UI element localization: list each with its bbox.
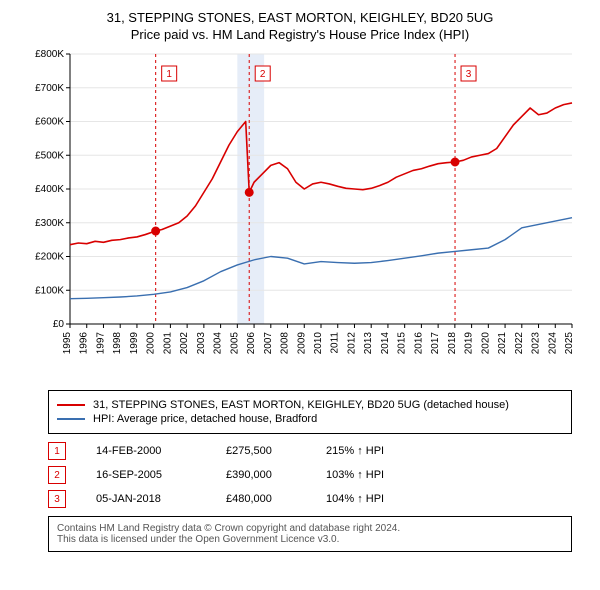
svg-text:2025: 2025: [564, 332, 575, 355]
svg-text:2003: 2003: [196, 332, 207, 355]
attribution-footer: Contains HM Land Registry data © Crown c…: [48, 516, 572, 552]
svg-text:1999: 1999: [129, 332, 140, 355]
legend: 31, STEPPING STONES, EAST MORTON, KEIGHL…: [48, 390, 572, 434]
svg-text:2016: 2016: [413, 332, 424, 355]
svg-text:£300K: £300K: [35, 218, 64, 229]
event-date-3: 05-JAN-2018: [96, 493, 226, 505]
legend-item-hpi: HPI: Average price, detached house, Brad…: [57, 413, 563, 425]
svg-text:2013: 2013: [363, 332, 374, 355]
svg-text:1: 1: [166, 69, 172, 80]
svg-text:£400K: £400K: [35, 184, 64, 195]
event-row-3: 3 05-JAN-2018 £480,000 104% ↑ HPI: [48, 490, 572, 508]
svg-text:3: 3: [466, 69, 472, 80]
event-price-3: £480,000: [226, 493, 326, 505]
chart-title-block: 31, STEPPING STONES, EAST MORTON, KEIGHL…: [10, 10, 590, 42]
svg-text:2008: 2008: [280, 332, 291, 355]
event-pct-2: 103% ↑ HPI: [326, 469, 426, 481]
svg-text:£200K: £200K: [35, 252, 64, 263]
events-table: 1 14-FEB-2000 £275,500 215% ↑ HPI 2 16-S…: [48, 442, 572, 508]
svg-text:1997: 1997: [95, 332, 106, 355]
svg-text:2017: 2017: [430, 332, 441, 355]
svg-text:2: 2: [260, 69, 266, 80]
footer-line1: Contains HM Land Registry data © Crown c…: [57, 523, 563, 534]
event-row-2: 2 16-SEP-2005 £390,000 103% ↑ HPI: [48, 466, 572, 484]
svg-text:£800K: £800K: [35, 49, 64, 60]
svg-text:2011: 2011: [330, 332, 341, 354]
event-price-2: £390,000: [226, 469, 326, 481]
svg-text:2010: 2010: [313, 332, 324, 355]
svg-text:2002: 2002: [179, 332, 190, 355]
event-pct-1: 215% ↑ HPI: [326, 445, 426, 457]
event-badge-2: 2: [48, 466, 66, 484]
svg-text:2006: 2006: [246, 332, 257, 355]
svg-text:2001: 2001: [162, 332, 173, 355]
chart-title-line1: 31, STEPPING STONES, EAST MORTON, KEIGHL…: [10, 10, 590, 25]
legend-swatch-hpi: [57, 418, 85, 420]
event-row-1: 1 14-FEB-2000 £275,500 215% ↑ HPI: [48, 442, 572, 460]
svg-text:2021: 2021: [497, 332, 508, 355]
event-date-2: 16-SEP-2005: [96, 469, 226, 481]
svg-text:£700K: £700K: [35, 83, 64, 94]
legend-label-property: 31, STEPPING STONES, EAST MORTON, KEIGHL…: [93, 399, 509, 411]
event-badge-3: 3: [48, 490, 66, 508]
event-badge-1: 1: [48, 442, 66, 460]
svg-text:1996: 1996: [79, 332, 90, 355]
svg-text:£0: £0: [53, 319, 65, 330]
footer-line2: This data is licensed under the Open Gov…: [57, 534, 563, 545]
legend-swatch-property: [57, 404, 85, 406]
svg-text:2023: 2023: [531, 332, 542, 355]
legend-item-property: 31, STEPPING STONES, EAST MORTON, KEIGHL…: [57, 399, 563, 411]
svg-text:2005: 2005: [229, 332, 240, 355]
event-price-1: £275,500: [226, 445, 326, 457]
legend-label-hpi: HPI: Average price, detached house, Brad…: [93, 413, 317, 425]
svg-text:2019: 2019: [464, 332, 475, 355]
svg-text:2024: 2024: [547, 332, 558, 355]
svg-text:2007: 2007: [263, 332, 274, 355]
svg-text:2020: 2020: [480, 332, 491, 355]
svg-text:1995: 1995: [62, 332, 73, 355]
event-pct-3: 104% ↑ HPI: [326, 493, 426, 505]
svg-text:£100K: £100K: [35, 285, 64, 296]
svg-text:2000: 2000: [146, 332, 157, 355]
svg-text:2012: 2012: [346, 332, 357, 355]
svg-text:1998: 1998: [112, 332, 123, 355]
svg-text:2004: 2004: [213, 332, 224, 355]
event-date-1: 14-FEB-2000: [96, 445, 226, 457]
svg-text:£600K: £600K: [35, 117, 64, 128]
svg-text:2009: 2009: [296, 332, 307, 355]
chart-title-line2: Price paid vs. HM Land Registry's House …: [10, 27, 590, 42]
svg-text:2022: 2022: [514, 332, 525, 355]
svg-text:£500K: £500K: [35, 150, 64, 161]
price-chart: £0 £100K £200K £300K £400K £500K £600K £700K £80…: [20, 48, 580, 378]
svg-text:2014: 2014: [380, 332, 391, 355]
svg-text:2018: 2018: [447, 332, 458, 355]
svg-text:2015: 2015: [397, 332, 408, 355]
